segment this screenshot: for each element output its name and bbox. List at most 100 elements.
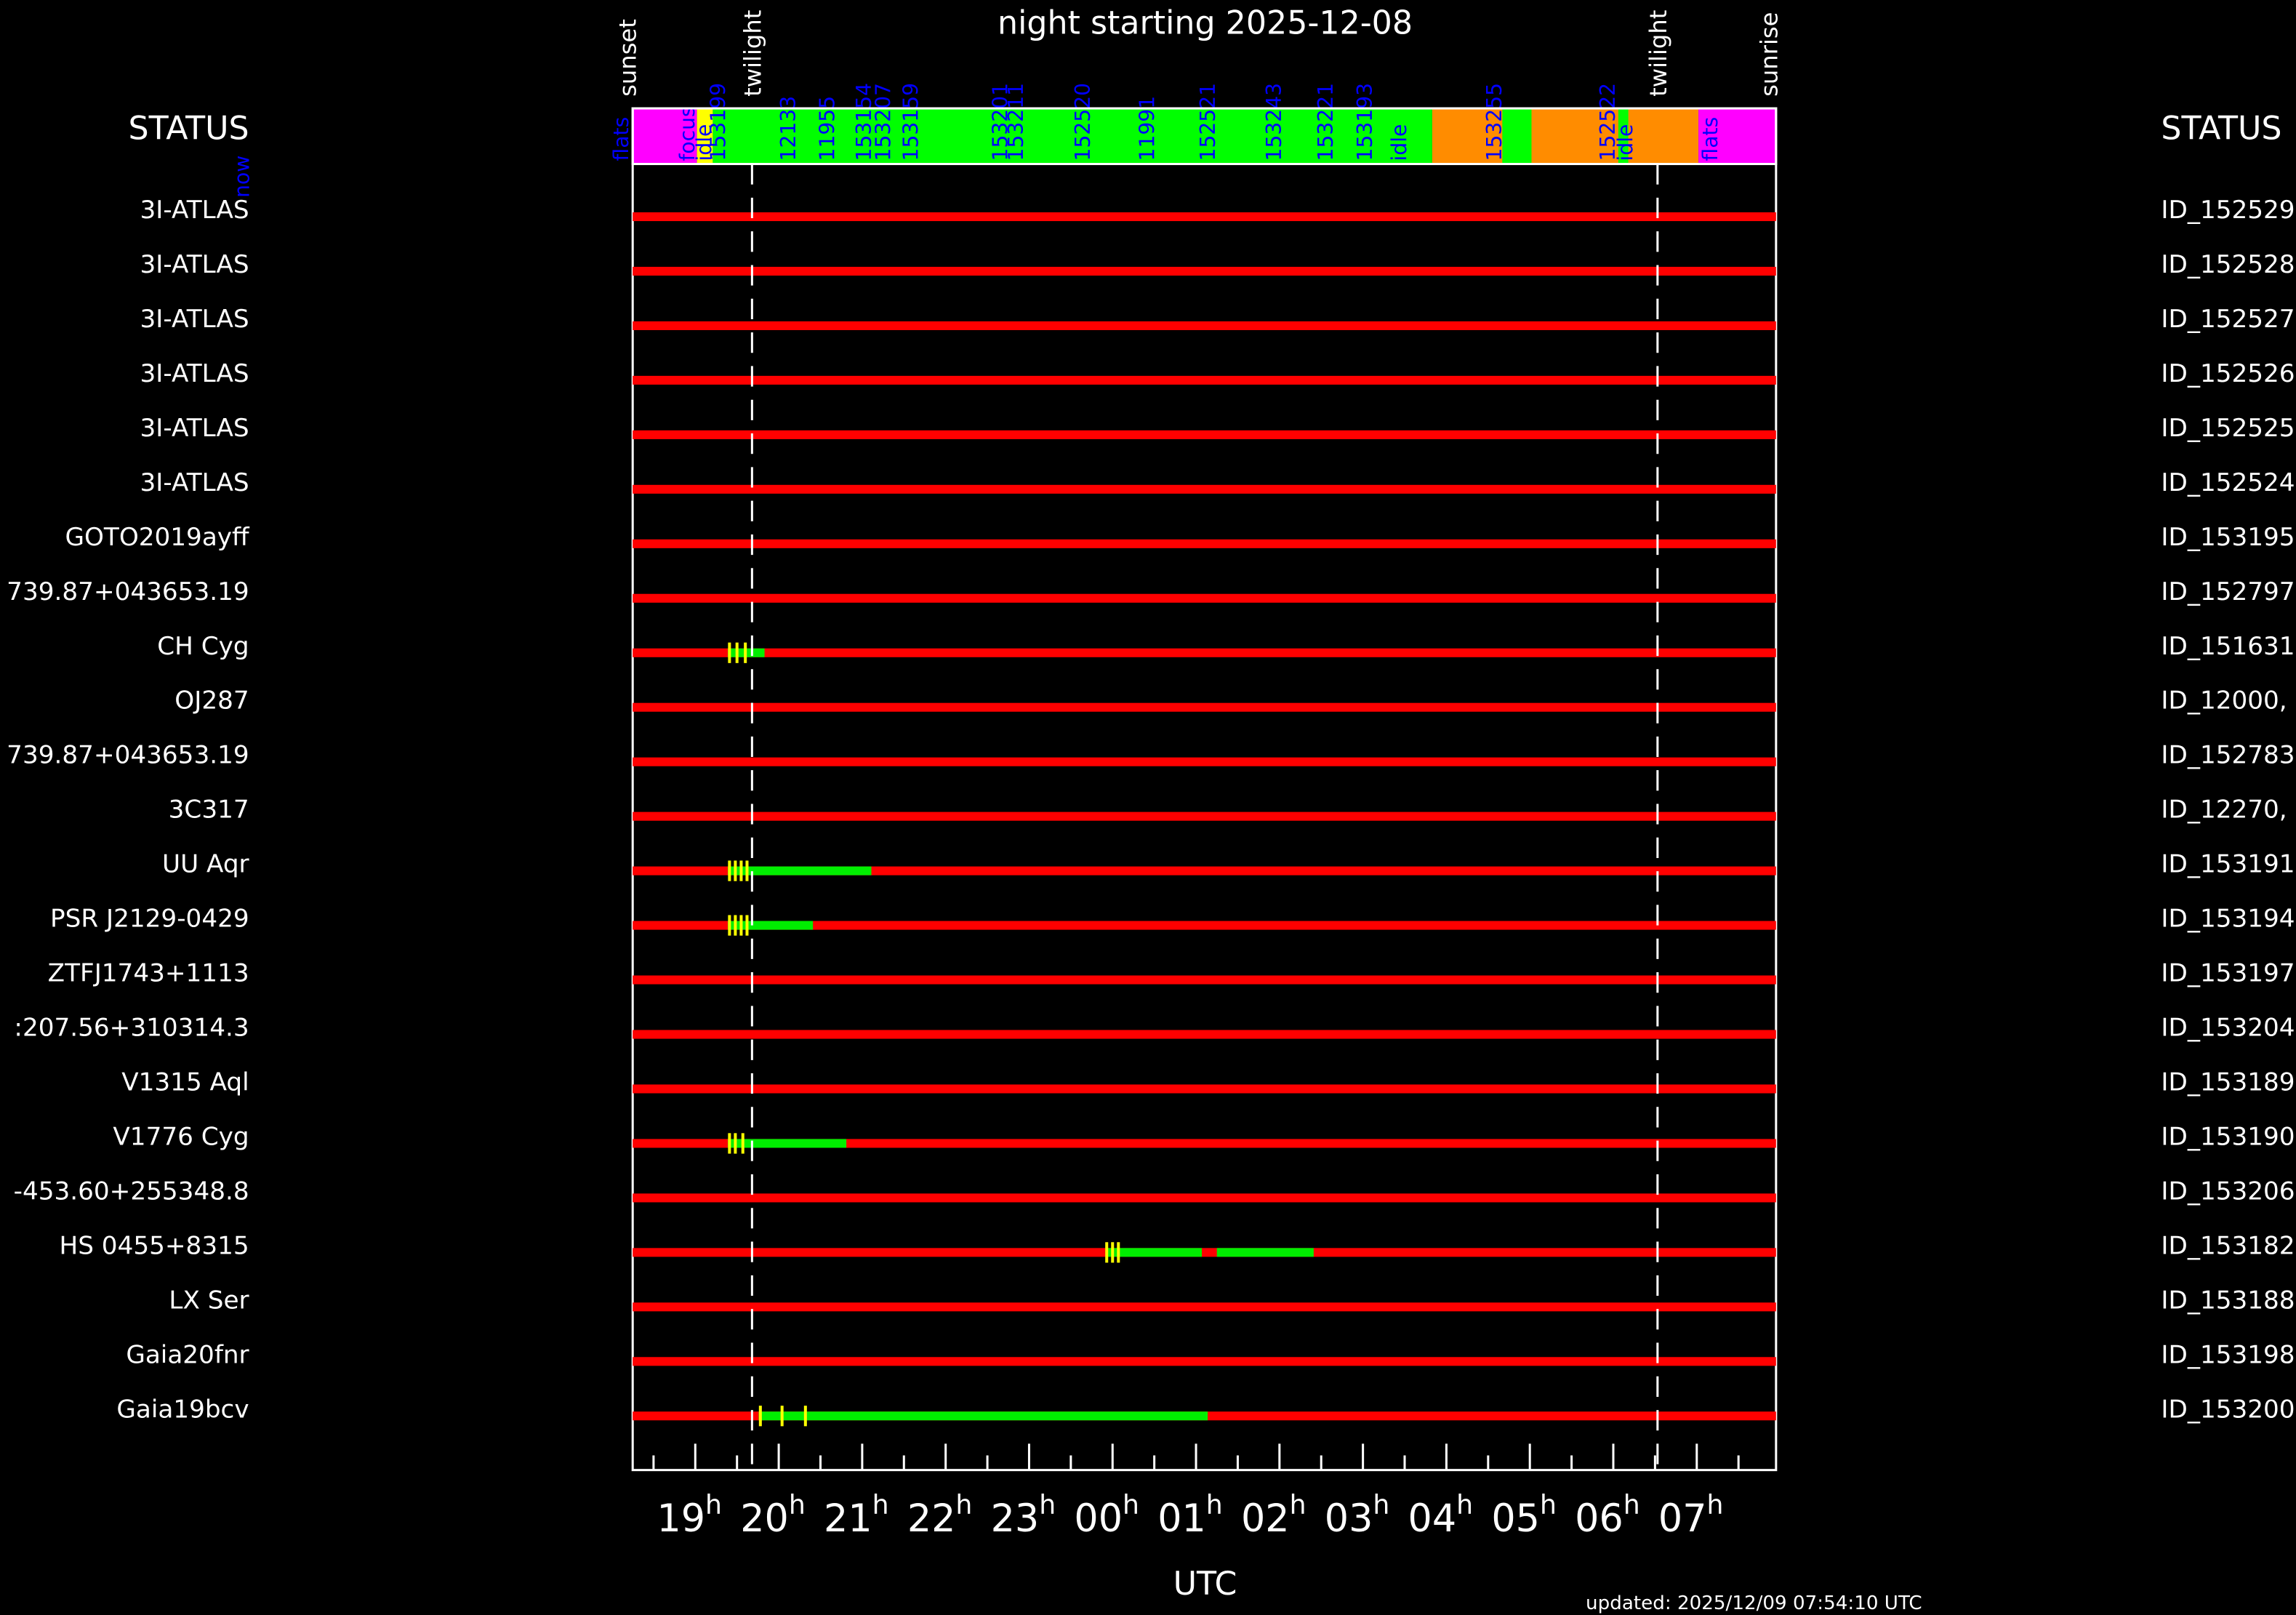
row-id: ID_153204 <box>2161 1014 2295 1043</box>
row-name: Gaia19bcv <box>116 1395 249 1424</box>
block-label: 153255 <box>1482 83 1506 161</box>
block-label: 152521 <box>1196 83 1220 161</box>
x-tick-unit: h <box>1290 1489 1306 1520</box>
x-tick-label: 06h <box>1575 1489 1640 1541</box>
row-name: -453.60+255348.8 <box>14 1177 249 1206</box>
block-label: 11955 <box>816 96 840 161</box>
updated-text: updated: 2025/12/09 07:54:10 UTC <box>1586 1592 1922 1614</box>
row-line <box>633 430 1776 439</box>
row-line <box>633 1030 1776 1039</box>
x-tick-number: 23 <box>991 1496 1040 1541</box>
row-line <box>633 1139 1776 1148</box>
x-tick-number: 05 <box>1491 1496 1540 1541</box>
x-tick-unit: h <box>1540 1489 1557 1520</box>
row-name: 3I-ATLAS <box>140 359 249 388</box>
event-label: twilight <box>739 10 766 97</box>
x-tick-number: 22 <box>907 1496 956 1541</box>
block-label: 153159 <box>899 83 923 161</box>
row-id: ID_153190 <box>2161 1122 2295 1151</box>
left-header: STATUS <box>129 110 249 147</box>
right-header: STATUS <box>2161 110 2281 147</box>
block-label: 153207 <box>872 83 896 161</box>
row-id: ID_153182 <box>2161 1231 2295 1260</box>
block-label: idle <box>692 124 716 161</box>
x-tick-unit: h <box>1039 1489 1056 1520</box>
x-tick-unit: h <box>955 1489 972 1520</box>
row-line <box>633 1357 1776 1366</box>
now-label: now <box>230 156 254 198</box>
x-tick-label: 01h <box>1157 1489 1223 1541</box>
row-id: ID_153195 <box>2161 523 2295 552</box>
row-name: :207.56+310314.3 <box>14 1014 249 1043</box>
x-tick-label: 03h <box>1325 1489 1390 1541</box>
row-line <box>633 539 1776 548</box>
block-label: idle <box>1387 124 1411 161</box>
x-tick-label: 00h <box>1074 1489 1139 1541</box>
row-name: 3I-ATLAS <box>140 196 249 225</box>
block-label: 153201 <box>988 83 1012 161</box>
block-label: 153221 <box>1314 83 1338 161</box>
row-line <box>633 975 1776 985</box>
block-label: 153199 <box>706 83 730 161</box>
block-label: 153154 <box>852 83 876 161</box>
row-line <box>633 266 1776 276</box>
active-segment <box>1216 1248 1314 1257</box>
row-line <box>633 921 1776 930</box>
event-label: twilight <box>1645 10 1672 97</box>
x-axis-label: UTC <box>1173 1566 1237 1603</box>
row-name: V1776 Cyg <box>113 1122 249 1151</box>
row-line <box>633 212 1776 222</box>
x-tick-unit: h <box>789 1489 806 1520</box>
block-label: idle <box>1613 124 1637 161</box>
block-label: 153211 <box>1004 83 1028 161</box>
x-tick-label: 21h <box>824 1489 889 1541</box>
row-line <box>633 321 1776 330</box>
row-line <box>633 1193 1776 1203</box>
row-name: UU Aqr <box>162 850 249 879</box>
x-tick-unit: h <box>1206 1489 1223 1520</box>
active-segment <box>1106 1248 1203 1257</box>
active-segment <box>728 921 814 930</box>
x-tick-label: 20h <box>740 1489 806 1541</box>
row-line <box>633 1248 1776 1257</box>
block-label: flats <box>609 117 633 161</box>
row-line <box>633 1302 1776 1312</box>
x-tick-label: 22h <box>907 1489 973 1541</box>
row-id: ID_153197 <box>2161 959 2295 988</box>
row-name: PSR J2129-0429 <box>50 905 249 934</box>
x-tick-unit: h <box>1373 1489 1389 1520</box>
x-tick-number: 01 <box>1157 1496 1206 1541</box>
x-tick-label: 23h <box>991 1489 1056 1541</box>
row-id: ID_152528 <box>2161 250 2295 279</box>
status-block <box>1618 108 1629 164</box>
block-label: 153193 <box>1353 83 1377 161</box>
status-block <box>633 108 697 164</box>
event-label: sunrise <box>1756 12 1783 97</box>
row-name: 739.87+043653.19 <box>7 741 249 770</box>
row-name: ZTFJ1743+1113 <box>48 959 249 988</box>
row-name: 3C317 <box>169 796 249 825</box>
x-tick-number: 00 <box>1074 1496 1123 1541</box>
row-id: ID_153188 <box>2161 1286 2295 1315</box>
row-id: ID_12000, <box>2161 686 2287 716</box>
row-name: LX Ser <box>169 1286 249 1315</box>
x-tick-label: 02h <box>1241 1489 1306 1541</box>
x-tick-number: 07 <box>1658 1496 1707 1541</box>
row-id: ID_12270, <box>2161 796 2287 825</box>
row-id: ID_152797 <box>2161 577 2295 606</box>
row-line <box>633 484 1776 494</box>
row-name: V1315 Aql <box>121 1067 249 1097</box>
block-label: 12133 <box>776 96 800 161</box>
active-segment <box>758 1411 1208 1421</box>
x-tick-unit: h <box>1456 1489 1473 1520</box>
row-id: ID_152783 <box>2161 741 2295 770</box>
row-id: ID_153194 <box>2161 905 2295 934</box>
x-tick-label: 07h <box>1658 1489 1724 1541</box>
block-label: 11991 <box>1135 96 1159 161</box>
x-tick-label: 04h <box>1408 1489 1474 1541</box>
x-tick-unit: h <box>872 1489 889 1520</box>
row-id: ID_152529 <box>2161 196 2295 225</box>
row-line <box>633 648 1776 657</box>
